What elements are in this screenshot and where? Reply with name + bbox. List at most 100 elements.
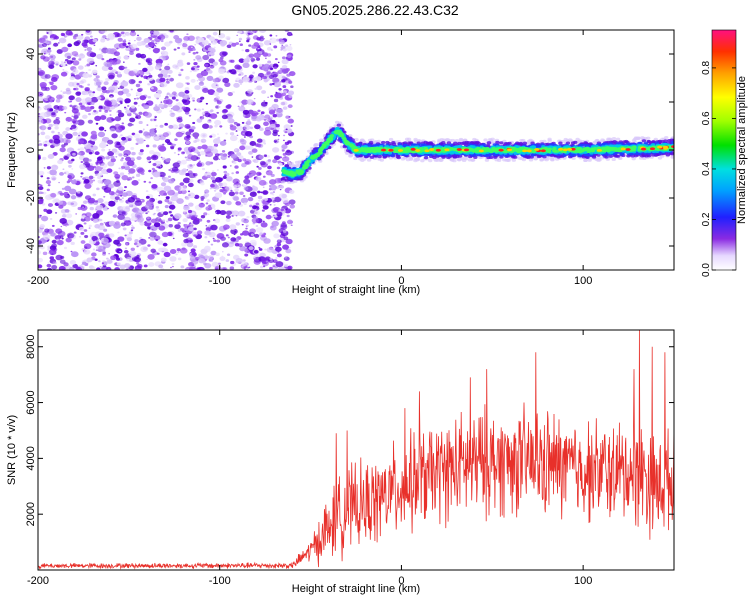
noise-speck [245, 120, 252, 126]
noise-speck [106, 259, 113, 264]
noise-speck [90, 145, 94, 148]
noise-speck [274, 215, 278, 218]
noise-speck [67, 159, 73, 164]
noise-speck [213, 143, 219, 147]
noise-speck [158, 219, 163, 223]
noise-speck [148, 181, 152, 184]
noise-speck [58, 204, 64, 209]
noise-speck [49, 108, 54, 112]
noise-speck [50, 84, 58, 91]
noise-speck [280, 39, 285, 43]
noise-speck [182, 94, 190, 100]
noise-speck [186, 62, 191, 65]
noise-speck [87, 119, 93, 124]
noise-speck [113, 223, 121, 229]
noise-speck [156, 252, 160, 255]
noise-speck [284, 256, 288, 259]
noise-speck [221, 242, 229, 248]
noise-speck [244, 248, 251, 253]
noise-speck [225, 214, 231, 219]
noise-speck [101, 58, 105, 61]
noise-speck [248, 266, 251, 269]
noise-speck [180, 227, 185, 231]
track-halo [319, 138, 324, 142]
noise-speck [94, 170, 100, 175]
noise-speck [217, 133, 219, 135]
noise-speck [215, 84, 218, 86]
noise-speck [59, 192, 64, 196]
noise-speck [254, 76, 262, 82]
noise-speck [202, 114, 205, 117]
noise-speck [241, 49, 244, 52]
noise-speck [46, 166, 51, 170]
noise-speck [229, 135, 238, 142]
noise-speck [146, 258, 149, 260]
noise-speck [235, 201, 242, 206]
noise-speck [62, 69, 65, 71]
noise-speck [257, 195, 263, 200]
noise-speck [203, 192, 210, 198]
noise-speck [160, 69, 169, 76]
noise-speck [208, 54, 212, 57]
noise-speck [47, 154, 55, 160]
noise-speck [123, 55, 130, 60]
noise-speck [165, 95, 169, 99]
noise-speck [197, 145, 202, 150]
noise-speck [61, 237, 64, 240]
noise-speck [85, 30, 91, 33]
noise-speck [196, 80, 199, 82]
track-outer [646, 139, 651, 144]
noise-speck [145, 212, 148, 215]
noise-speck [210, 41, 213, 43]
noise-speck [213, 46, 216, 49]
noise-speck [202, 123, 210, 129]
noise-speck [182, 177, 191, 184]
noise-speck [125, 47, 131, 52]
noise-speck [128, 39, 131, 42]
noise-speck [135, 91, 142, 97]
noise-speck [282, 48, 287, 52]
noise-speck [205, 161, 212, 166]
noise-speck [237, 30, 243, 34]
noise-speck [162, 104, 169, 109]
noise-speck [38, 186, 44, 191]
noise-speck [117, 71, 122, 75]
noise-speck [207, 255, 214, 260]
noise-speck [196, 108, 201, 112]
noise-speck [242, 194, 246, 197]
noise-speck [78, 84, 83, 88]
noise-speck [284, 44, 289, 47]
noise-speck [151, 167, 155, 171]
noise-speck [196, 230, 203, 235]
noise-speck [60, 61, 67, 67]
noise-speck [241, 261, 248, 266]
noise-speck [65, 219, 74, 226]
noise-speck [156, 208, 161, 212]
noise-speck [118, 145, 125, 151]
noise-speck [273, 204, 276, 206]
noise-speck [282, 85, 287, 89]
noise-speck [168, 210, 172, 214]
noise-speck [172, 237, 175, 240]
noise-speck [243, 136, 246, 138]
noise-speck [90, 96, 99, 103]
noise-speck [230, 228, 238, 235]
noise-speck [40, 243, 44, 246]
noise-speck [256, 143, 262, 148]
noise-speck [71, 127, 74, 129]
noise-speck [238, 73, 241, 76]
track-outer [457, 141, 462, 146]
noise-speck [164, 34, 169, 39]
noise-speck [151, 228, 154, 231]
noise-speck [92, 213, 100, 219]
noise-speck [184, 123, 191, 129]
noise-speck [281, 197, 289, 204]
noise-speck [122, 40, 127, 43]
noise-speck [269, 225, 277, 231]
noise-speck [258, 246, 261, 249]
noise-speck [135, 47, 140, 51]
noise-speck [281, 56, 286, 60]
noise-speck [192, 132, 200, 138]
noise-speck [225, 218, 231, 223]
